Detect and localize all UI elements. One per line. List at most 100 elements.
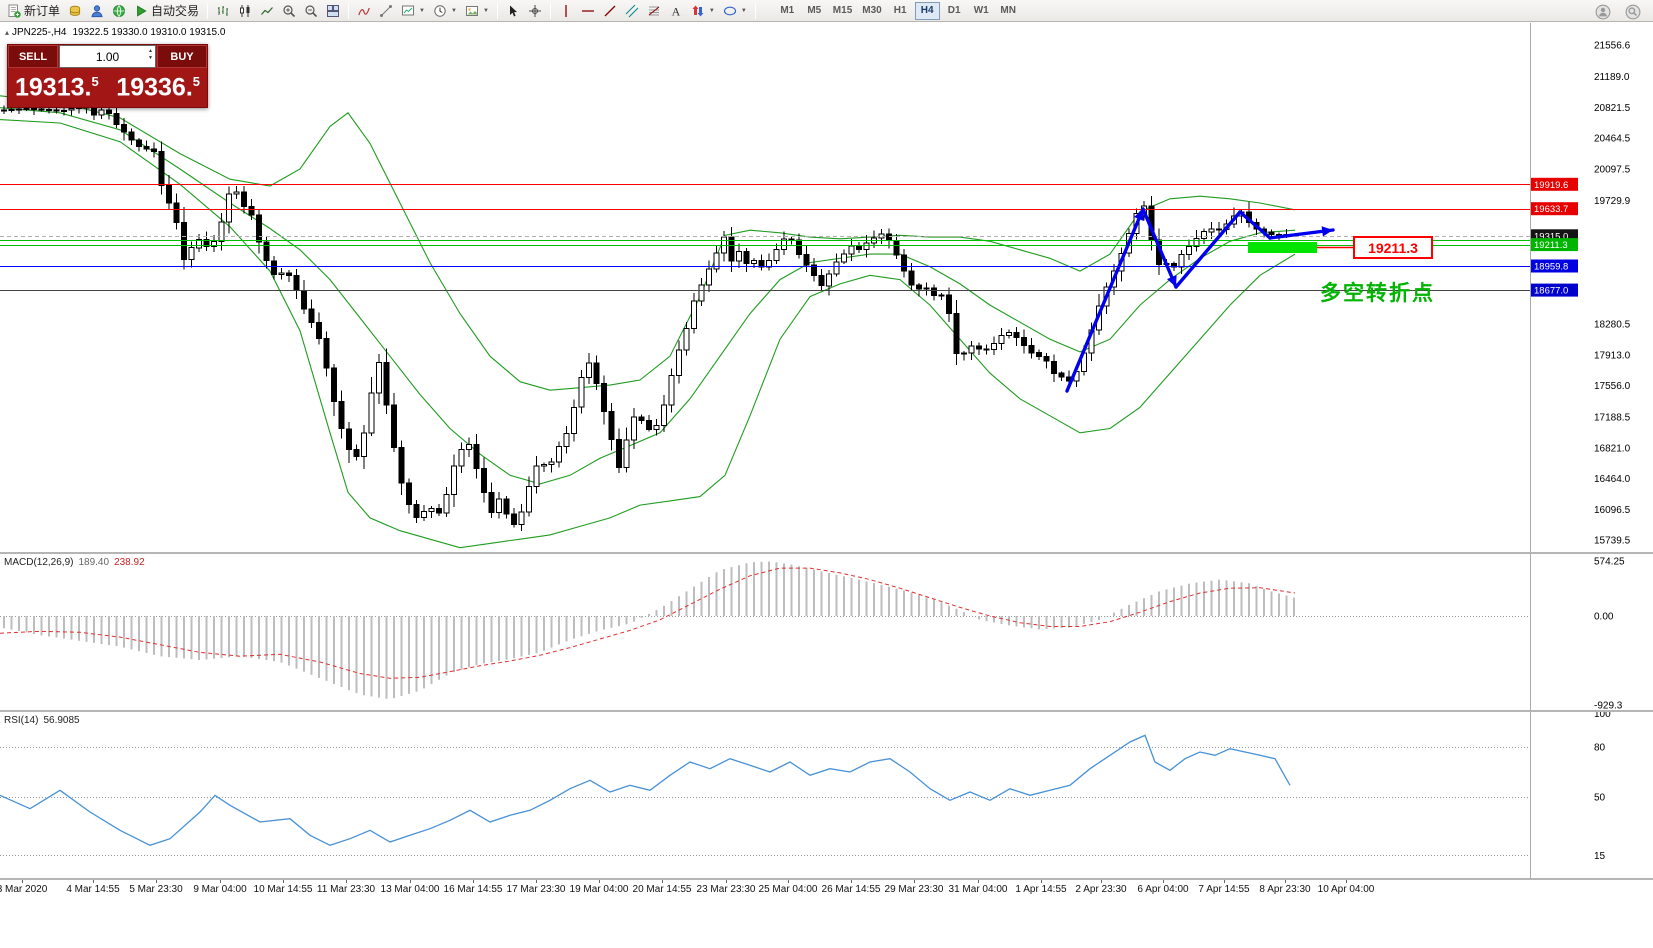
tile-windows-button[interactable] <box>322 1 344 21</box>
fibonacci-icon <box>647 4 661 18</box>
timeframe-M1[interactable]: M1 <box>780 5 795 16</box>
channel-button[interactable] <box>621 1 643 21</box>
time-axis-label: 2 Apr 23:30 <box>1075 884 1127 895</box>
svg-text:0.00: 0.00 <box>1594 612 1614 623</box>
period-button[interactable]: ▼ <box>429 1 461 21</box>
time-axis-label: 23 Mar 23:30 <box>696 884 756 895</box>
panel-separator-macd[interactable] <box>0 552 1653 554</box>
timeframe-W1[interactable]: W1 <box>973 5 989 16</box>
objects-icon <box>379 4 393 18</box>
new-order-button[interactable]: 新订单 <box>3 1 64 21</box>
new-chart-button[interactable]: ▼ <box>397 1 429 21</box>
timeframe-H1[interactable]: H1 <box>893 5 907 16</box>
support-highlight[interactable] <box>1248 242 1317 253</box>
shapes-icon <box>723 4 737 18</box>
indicators-icon <box>357 4 371 18</box>
hline-button[interactable] <box>577 1 599 21</box>
arrows-button[interactable]: ▼ <box>687 1 719 21</box>
price-scale[interactable]: 21556.6 21189.0 20821.5 20464.5 20097.5 19729… <box>1530 23 1631 878</box>
timeframe-M5[interactable]: M5 <box>807 5 822 16</box>
sell-price: 19313.5 <box>15 73 99 102</box>
profile-icon <box>90 4 104 18</box>
turning-point-annotation[interactable]: 多空转折点 <box>1320 282 1435 305</box>
spinner-down-icon[interactable]: ▼ <box>148 55 153 61</box>
profile-button[interactable] <box>86 1 108 21</box>
channel-icon <box>625 4 639 18</box>
search-circle-button[interactable] <box>1621 2 1645 22</box>
objects-button[interactable] <box>375 1 397 21</box>
zoom-in-button[interactable] <box>278 1 300 21</box>
panel-separator-rsi[interactable] <box>0 710 1653 712</box>
caret-down-icon: ▼ <box>708 7 715 14</box>
time-axis-label: 26 Mar 14:55 <box>821 884 881 895</box>
timeframe-D1[interactable]: D1 <box>947 5 961 16</box>
timeframe-toolbar: M1 M5 M15 M30 H1 H4 D1 W1 MN <box>774 1 1022 20</box>
shapes-button[interactable]: ▼ <box>719 1 751 21</box>
time-axis-label: 9 Mar 04:00 <box>193 884 247 895</box>
volume-input[interactable]: 1.00 ▲ ▼ <box>59 45 156 68</box>
time-axis-label: 31 Mar 04:00 <box>948 884 1008 895</box>
sell-button[interactable]: SELL <box>8 45 58 68</box>
timeframe-M30[interactable]: M30 <box>862 5 882 16</box>
zoom-out-button[interactable] <box>300 1 322 21</box>
line-chart-button[interactable] <box>256 1 278 21</box>
svg-text:16096.5: 16096.5 <box>1594 505 1631 516</box>
tile-windows-icon <box>326 4 340 18</box>
bar-chart-button[interactable] <box>212 1 234 21</box>
price-annotation-box[interactable]: 19211.3 <box>1353 236 1433 259</box>
line-chart-icon <box>260 4 274 18</box>
timeframe-M15[interactable]: M15 <box>832 5 853 16</box>
timeframe-MN[interactable]: MN <box>1000 5 1016 16</box>
svg-text:15: 15 <box>1594 851 1606 862</box>
template-button[interactable]: ▼ <box>461 1 493 21</box>
price-tag <box>1531 283 1578 297</box>
candlestick-icon <box>238 4 252 18</box>
toolbar-separator <box>348 2 350 19</box>
spinner-up-icon[interactable]: ▲ <box>148 48 153 54</box>
trendline-button[interactable] <box>599 1 621 21</box>
volume-spinner[interactable]: ▲ ▼ <box>148 48 153 62</box>
svg-text:17913.0: 17913.0 <box>1594 351 1631 362</box>
symbol-period-label: JPN225-,H4 <box>12 27 67 38</box>
caret-down-icon: ▼ <box>419 7 425 14</box>
community-circle-icon <box>1595 4 1611 20</box>
time-axis[interactable]: 3 Mar 2020 4 Mar 14:55 5 Mar 23:30 9 Mar 04… <box>0 882 1653 898</box>
vline-button[interactable] <box>555 1 577 21</box>
price-tag <box>1531 177 1578 191</box>
svg-text:21189.0: 21189.0 <box>1594 72 1630 83</box>
cursor-button[interactable] <box>502 1 524 21</box>
period-icon <box>433 4 447 18</box>
svg-text:19211.3: 19211.3 <box>1534 240 1568 251</box>
time-axis-label: 8 Apr 23:30 <box>1259 884 1311 895</box>
time-axis-label: 4 Mar 14:55 <box>66 884 120 895</box>
toolbar-separator <box>207 2 209 19</box>
svg-text:19729.9: 19729.9 <box>1594 196 1631 207</box>
svg-text:20097.5: 20097.5 <box>1594 165 1631 176</box>
text-button[interactable]: A <box>665 1 687 21</box>
time-axis-label: 5 Mar 23:30 <box>129 884 183 895</box>
svg-text:20821.5: 20821.5 <box>1594 103 1631 114</box>
autotrade-button[interactable]: 自动交易 <box>130 1 203 21</box>
crosshair-button[interactable] <box>524 1 546 21</box>
indicators-button[interactable] <box>353 1 375 21</box>
toolbar-right <box>1591 2 1645 22</box>
candlestick-button[interactable] <box>234 1 256 21</box>
svg-text:574.25: 574.25 <box>1594 557 1625 568</box>
timeframe-H4[interactable]: H4 <box>914 1 940 20</box>
buy-button[interactable]: BUY <box>157 45 207 68</box>
community-circle-button[interactable] <box>1591 2 1615 22</box>
trend-arrows[interactable] <box>1065 207 1335 393</box>
community-button[interactable] <box>108 1 130 21</box>
fibonacci-button[interactable] <box>643 1 665 21</box>
accounts-button[interactable] <box>64 1 86 21</box>
time-axis-label: 10 Mar 14:55 <box>253 884 313 895</box>
toolbar-separator <box>549 2 551 19</box>
collapse-triangle-icon[interactable]: ▴ <box>5 28 10 37</box>
toolbar: 新订单 自动交易 ▼ ▼ ▼ A ▼ ▼ M1 M5 M15 M30 H1 H4 D1 W1 MN <box>0 0 1653 22</box>
time-axis-label: 10 Apr 04:00 <box>1317 884 1375 895</box>
buy-price: 19336.5 <box>116 73 200 102</box>
chart-title: ▴ JPN225-,H4 19322.5 19330.0 19310.0 19315… <box>5 27 225 38</box>
time-axis-label: 3 Mar 2020 <box>0 884 48 895</box>
